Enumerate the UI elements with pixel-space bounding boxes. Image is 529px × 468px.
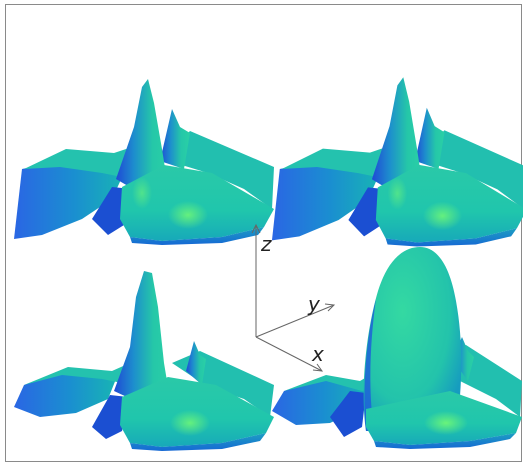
surface-panel-bottom-right [272, 247, 522, 449]
y-axis-label: y [307, 292, 321, 316]
figure-frame: z y x [5, 4, 523, 462]
x-axis-line [255, 336, 323, 372]
x-axis-label: x [311, 342, 324, 366]
x-axis-arrowhead [312, 363, 324, 372]
surface-panel-bottom-left [14, 271, 274, 451]
surface-panel-top-left [14, 79, 274, 245]
axis-triad: z y x [251, 223, 336, 372]
y-axis-arrowhead [324, 303, 336, 312]
z-axis-arrowhead [251, 223, 261, 234]
surface-panel-top-right [271, 77, 523, 247]
figure-canvas: z y x [14, 77, 523, 451]
z-axis-label: z [260, 232, 272, 256]
y-axis-line [255, 304, 335, 338]
